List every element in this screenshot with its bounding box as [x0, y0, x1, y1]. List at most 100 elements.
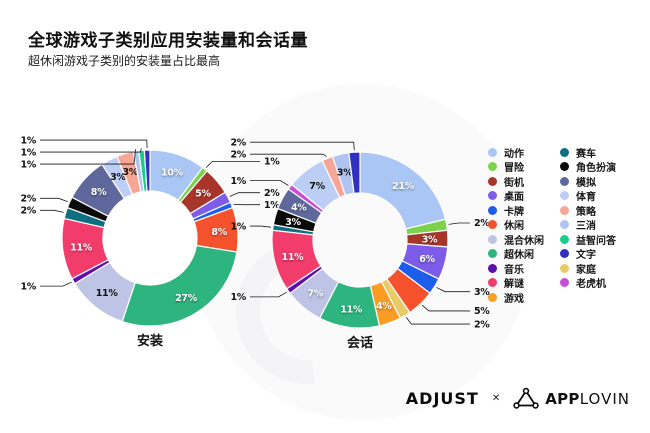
legend-dot-icon — [488, 278, 497, 288]
callout-label-角色扮演: 2% — [20, 194, 36, 205]
legend-dot-icon — [560, 234, 569, 244]
legend-dot-icon — [560, 176, 569, 186]
callout-label-赛车: 2% — [20, 206, 36, 217]
callout-line-卡牌 — [436, 287, 470, 293]
adjust-logo: ADJUST — [405, 388, 479, 408]
legend-dot-icon — [488, 234, 497, 244]
slice-label-桌面: 6% — [419, 254, 435, 265]
legend-item-动作: 动作 — [488, 147, 544, 160]
callout-line-音乐 — [40, 281, 72, 287]
legend-label: 休闲 — [504, 221, 524, 233]
legend-label: 三消 — [576, 221, 596, 233]
pie-slice-超休闲 — [121, 244, 238, 327]
pie-slice-文字 — [348, 151, 361, 195]
legend-label: 音乐 — [504, 264, 524, 276]
applovin-triangle-icon — [513, 387, 539, 409]
legend-item-冒险: 冒险 — [488, 162, 544, 175]
installs-chart-caption: 安装 — [136, 334, 163, 349]
callout-label-益智问答: 1% — [20, 147, 36, 158]
slice-label-超休闲: 11% — [340, 304, 363, 315]
legend-label: 混合休闲 — [504, 235, 544, 247]
callout-line-桌面 — [229, 192, 260, 197]
legend-label: 体育 — [576, 192, 596, 204]
legend-item-文字: 文字 — [560, 249, 616, 261]
legend-item-三消: 三消 — [560, 220, 616, 233]
legend-item-赛车: 赛车 — [560, 147, 616, 160]
callout-label-赛车: 1% — [230, 221, 246, 232]
legend-item-游戏: 游戏 — [488, 292, 544, 305]
callout-line-冒险 — [205, 160, 260, 168]
legend-item-街机: 街机 — [488, 176, 544, 189]
callout-label-文字: 1% — [20, 135, 36, 146]
slice-label-策略: 3% — [122, 167, 138, 178]
legend-dot-icon — [488, 263, 497, 273]
sessions-chart-caption: 会话 — [346, 336, 373, 351]
legend-dot-icon — [560, 147, 569, 157]
legend-column-1: 动作冒险街机桌面卡牌休闲混合休闲超休闲音乐解谜游戏 — [488, 147, 544, 305]
legend-item-模拟: 模拟 — [560, 176, 616, 189]
legend-label: 冒险 — [504, 163, 524, 175]
legend-label: 桌面 — [504, 192, 524, 204]
callout-label-音乐: 1% — [230, 292, 246, 303]
legend-item-混合休闲: 混合休闲 — [488, 234, 544, 247]
legend-dot-icon — [560, 263, 569, 273]
legend-label: 超休闲 — [504, 250, 534, 262]
legend-dot-icon — [488, 147, 497, 157]
page-title: 全球游戏子类别应用安装量和会话量 — [28, 31, 308, 51]
callout-line-三消 — [40, 149, 137, 165]
slice-label-游戏: 4% — [376, 301, 392, 312]
callout-label-三消: 1% — [20, 159, 36, 170]
legend-label: 老虎机 — [576, 279, 606, 291]
legend-item-策略: 策略 — [560, 205, 616, 218]
callout-label-卡牌: 1% — [264, 200, 280, 211]
legend-item-休闲: 休闲 — [488, 220, 544, 233]
legend-dot-icon — [560, 205, 569, 215]
legend-item-角色扮演: 角色扮演 — [560, 162, 616, 175]
legend-label: 益智问答 — [576, 235, 616, 247]
legend-dot-icon — [488, 162, 497, 172]
callout-label-文字: 2% — [230, 137, 246, 148]
legend-label: 卡牌 — [504, 206, 524, 218]
footer-logos: ADJUST ✕ APPLOVIN — [406, 387, 630, 409]
legend-item-超休闲: 超休闲 — [488, 249, 544, 262]
callout-line-文字 — [250, 141, 355, 151]
callout-line-音乐 — [250, 291, 287, 298]
applovin-word-lovin: LOVIN — [579, 389, 630, 408]
callout-line-益智问答 — [40, 148, 142, 153]
slice-label-三消: 3% — [337, 168, 353, 179]
legend: 动作冒险街机桌面卡牌休闲混合休闲超休闲音乐解谜游戏 赛车角色扮演 模拟体育 策略三消益… — [488, 147, 616, 305]
callout-line-赛车 — [40, 209, 64, 213]
callout-line-文字 — [40, 139, 148, 149]
slice-label-混合休闲: 7% — [308, 289, 324, 300]
legend-dot-icon — [560, 162, 569, 172]
callout-label-老虎机: 1% — [230, 176, 246, 187]
callout-label-音乐: 1% — [20, 281, 36, 292]
slice-label-模拟: 8% — [91, 187, 107, 198]
legend-dot-icon — [560, 278, 569, 288]
legend-label: 解谜 — [504, 279, 524, 291]
callout-line-冒险 — [448, 222, 470, 225]
slice-label-动作: 21% — [392, 181, 415, 192]
callout-label-策略: 2% — [230, 149, 246, 160]
legend-item-老虎机: 老虎机 — [560, 278, 616, 291]
legend-item-桌面: 桌面 — [488, 191, 544, 204]
callout-line-角色扮演 — [40, 197, 68, 202]
legend-dot-icon — [488, 205, 497, 215]
legend-dot-icon — [560, 249, 569, 259]
slice-label-街机: 5% — [195, 188, 211, 199]
callout-label-休闲: 5% — [474, 306, 490, 317]
callout-line-家庭 — [405, 316, 470, 325]
legend-label: 游戏 — [504, 293, 524, 305]
legend-dot-icon — [488, 191, 497, 201]
legend-label: 家庭 — [576, 264, 596, 276]
slice-label-动作: 10% — [161, 168, 184, 179]
slice-label-体育: 3% — [110, 172, 126, 183]
legend-dot-icon — [560, 191, 569, 201]
applovin-word-app: APP — [545, 389, 580, 408]
slice-label-超休闲: 27% — [175, 293, 198, 304]
callout-line-休闲 — [421, 304, 470, 312]
legend-dot-icon — [488, 176, 497, 186]
slice-label-休闲: 8% — [211, 227, 227, 238]
legend-label: 角色扮演 — [576, 163, 616, 175]
legend-label: 街机 — [504, 177, 524, 189]
